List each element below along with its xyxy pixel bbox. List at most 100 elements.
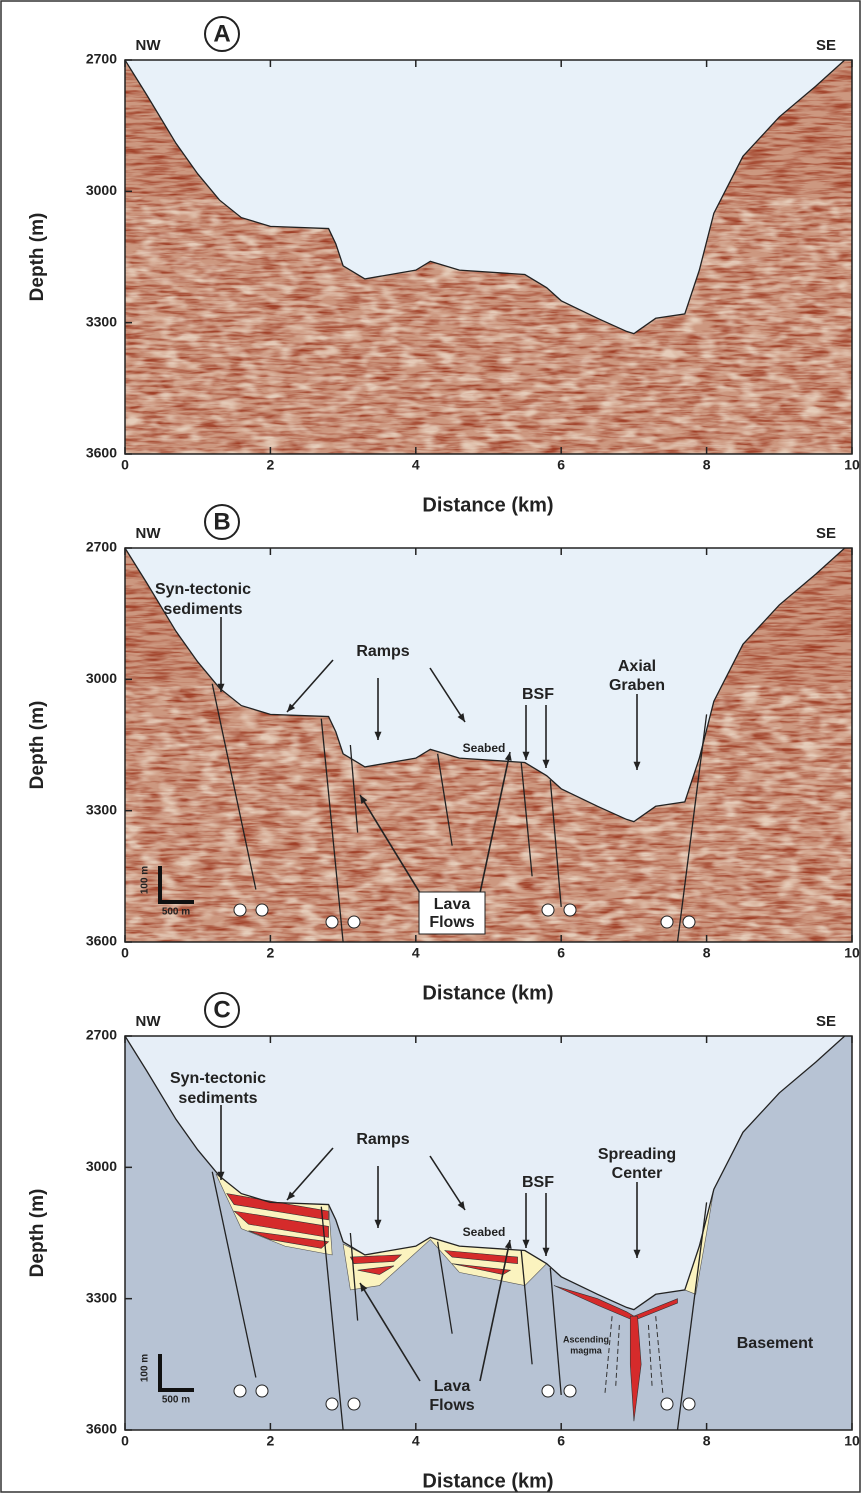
x-tick-label: 0	[121, 457, 129, 473]
arrow	[429, 1155, 466, 1211]
fault	[320, 1206, 344, 1430]
annotation: Lava	[434, 1378, 471, 1395]
arrow	[479, 751, 511, 894]
annotation: Seabed	[463, 1225, 506, 1239]
magma-dash	[655, 1316, 664, 1396]
x-tick-label: 10	[844, 945, 860, 961]
fault	[436, 1241, 453, 1334]
slip-symbol	[325, 915, 339, 929]
seabed	[125, 1036, 846, 1311]
fault	[676, 714, 708, 942]
x-tick-label: 10	[844, 1433, 860, 1449]
fault	[520, 1250, 533, 1365]
rock	[125, 1036, 852, 1430]
annotation: Ramps	[356, 1131, 409, 1148]
x-tick-label: 4	[412, 945, 420, 961]
y-tick-label: 3000	[86, 1158, 117, 1174]
annotation: 100 m	[140, 1354, 151, 1382]
panel-label: B	[213, 508, 230, 535]
arrow-head	[287, 1191, 296, 1200]
fault	[520, 762, 533, 877]
panel: 0 2 4 6 8 10 2700 3000 3300 3600 Depth (m) Distance…	[27, 992, 860, 1492]
lava-flow	[629, 1315, 642, 1422]
arrow-head	[504, 1240, 512, 1249]
annotation: Center	[612, 1165, 663, 1182]
y-tick-label: 2700	[86, 51, 117, 67]
lava-flow	[248, 1230, 330, 1249]
fault	[436, 753, 453, 846]
slip-symbol	[682, 1397, 696, 1411]
lava-flow	[452, 1263, 512, 1275]
arrow-head	[633, 1249, 641, 1258]
scale-bar	[158, 1354, 194, 1392]
magma-dash	[615, 1324, 620, 1387]
arrow-head	[504, 752, 512, 761]
right-label: SE	[816, 1013, 836, 1030]
arrow-head	[457, 713, 465, 722]
left-label: NW	[136, 525, 162, 542]
seabed	[125, 548, 846, 823]
panel-circle	[204, 16, 240, 52]
slip-symbol	[255, 1384, 269, 1398]
slip-symbol	[347, 1397, 361, 1411]
annotation: Ramps	[356, 643, 409, 660]
arrow-head	[542, 1247, 550, 1256]
x-tick-label: 2	[267, 457, 275, 473]
x-tick-label: 10	[844, 457, 860, 473]
arrow-head	[374, 731, 382, 740]
x-axis-label: Distance (km)	[422, 494, 553, 516]
x-tick-label: 0	[121, 945, 129, 961]
annotation: Spreading	[598, 1146, 676, 1163]
annotation: Flows	[429, 914, 474, 931]
annotation: Seabed	[463, 741, 506, 755]
y-tick-label: 2700	[86, 1027, 117, 1043]
lava-flow	[553, 1285, 678, 1321]
plot-area	[125, 60, 852, 454]
y-tick-label: 3300	[86, 1289, 117, 1305]
left-label: NW	[136, 1013, 162, 1030]
x-tick-label: 0	[121, 1433, 129, 1449]
slip-symbol	[563, 1384, 577, 1398]
annotation: Syn-tectonic	[155, 581, 251, 598]
slip-symbol	[541, 903, 555, 917]
annotation: Ascending	[563, 1334, 609, 1344]
annotation: Axial	[618, 658, 656, 675]
arrow	[479, 1239, 511, 1382]
arrow	[286, 659, 334, 713]
x-tick-label: 6	[557, 1433, 565, 1449]
fault	[676, 1202, 708, 1430]
y-axis-label: Depth (m)	[27, 701, 48, 790]
y-tick-label: 3600	[86, 445, 117, 461]
x-axis-label: Distance (km)	[422, 1470, 553, 1492]
annotation: 500 m	[162, 1395, 190, 1406]
slip-symbol	[255, 903, 269, 917]
arrow-head	[522, 751, 530, 760]
arrow-head	[360, 1283, 368, 1292]
slip-symbol	[660, 915, 674, 929]
panel-circle	[204, 992, 240, 1028]
annotation: magma	[570, 1345, 603, 1355]
fault	[549, 1267, 562, 1396]
fault	[349, 1232, 359, 1321]
x-tick-label: 4	[412, 1433, 420, 1449]
annotation: 100 m	[140, 866, 151, 894]
x-axis-label: Distance (km)	[422, 982, 553, 1004]
annotation: sediments	[178, 1090, 257, 1107]
arrow-head	[360, 795, 368, 804]
annotation: 500 m	[162, 907, 190, 918]
plot-frame	[124, 1035, 853, 1431]
lava-flow	[226, 1193, 329, 1221]
right-label: SE	[816, 37, 836, 54]
x-tick-label: 2	[267, 1433, 275, 1449]
y-tick-label: 2700	[86, 539, 117, 555]
slip-symbol	[233, 1384, 247, 1398]
plot-area	[125, 548, 852, 942]
panel-label: C	[213, 996, 230, 1023]
right-label: SE	[816, 525, 836, 542]
magma-dash	[604, 1316, 613, 1396]
arrow	[286, 1147, 334, 1201]
annotation: Lava	[434, 896, 471, 913]
fault	[211, 1171, 257, 1378]
x-tick-label: 6	[557, 457, 565, 473]
